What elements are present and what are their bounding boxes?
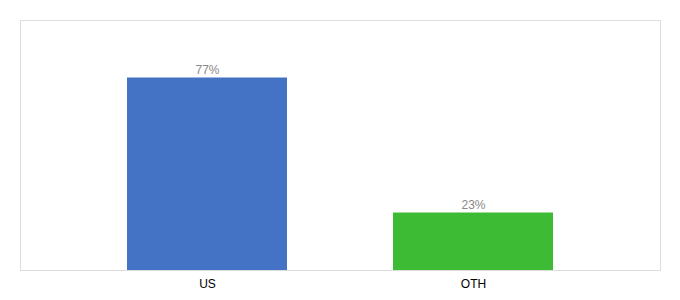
svg-text:OTH: OTH: [461, 277, 486, 291]
svg-text:US: US: [199, 277, 216, 291]
svg-text:77%: 77%: [195, 63, 219, 77]
svg-text:23%: 23%: [461, 198, 485, 212]
